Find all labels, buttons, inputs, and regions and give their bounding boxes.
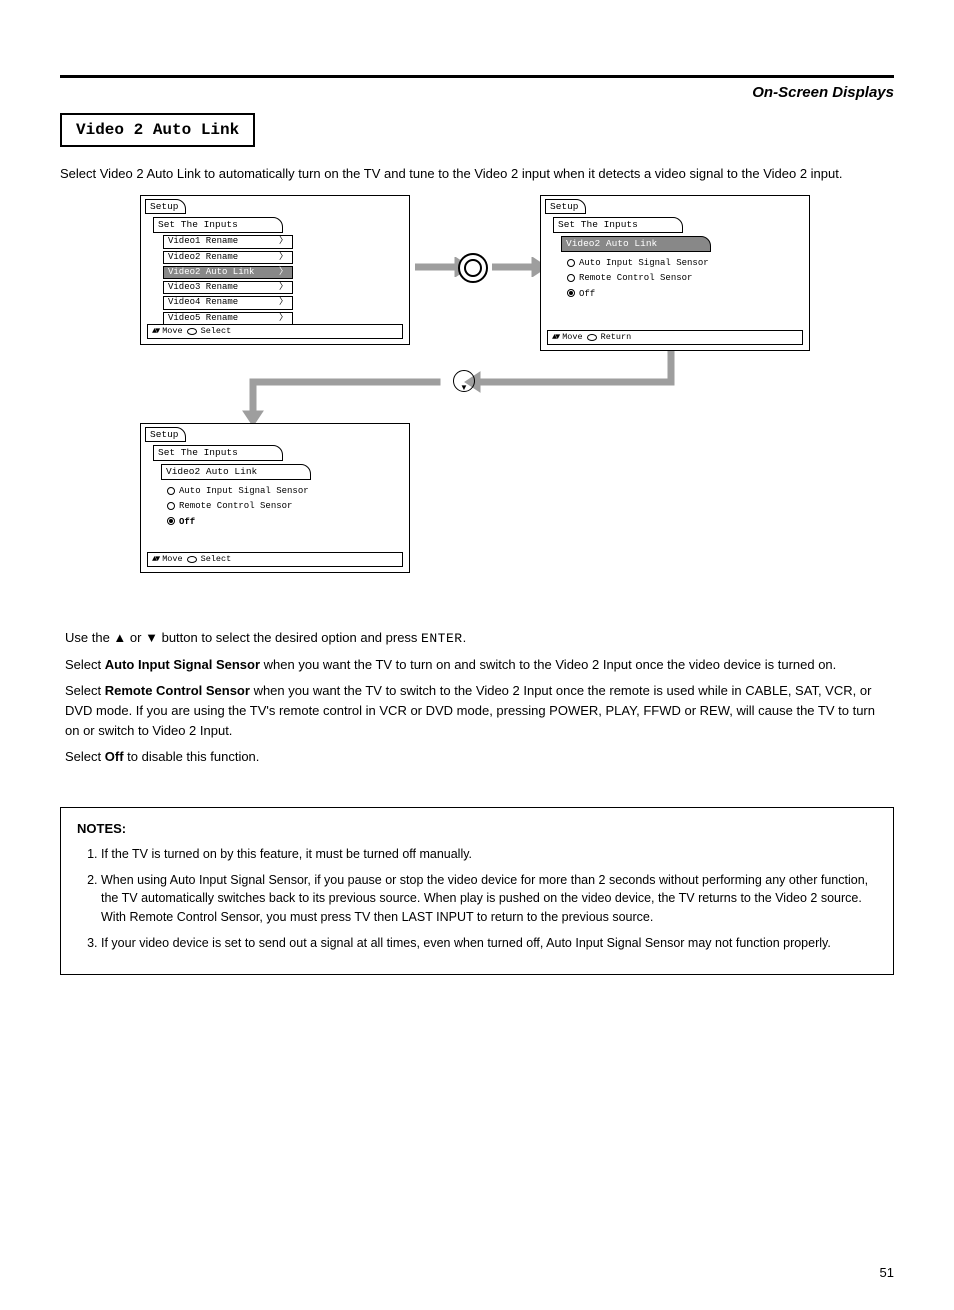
radio-icon [167, 487, 175, 495]
t: Use the [65, 630, 113, 645]
radio-option: Off [167, 517, 409, 528]
chevron-right-icon: 〉 [279, 282, 288, 293]
status-move: Move [562, 332, 582, 343]
enter-button-icon [458, 253, 488, 283]
step-line: Use the ▲ or ▼ button to select the desi… [65, 628, 889, 649]
menu-item-label: Video3 Rename [168, 282, 238, 293]
menu-item: Video3 Rename 〉 [163, 281, 293, 294]
menu-panel-c: Setup Set The Inputs Video2 Auto Link Au… [140, 423, 410, 573]
menu-item: Video5 Rename 〉 [163, 312, 293, 325]
opt1-line: Select Auto Input Signal Sensor when you… [65, 655, 889, 675]
radio-label: Auto Input Signal Sensor [579, 258, 709, 268]
t: to disable this function. [127, 749, 259, 764]
note-item: If your video device is set to send out … [101, 934, 877, 952]
intro-text: Select Video 2 Auto Link to automaticall… [60, 165, 894, 183]
tab-setup: Setup [145, 199, 186, 215]
page-rule [60, 75, 894, 78]
enter-label: ENTER [421, 631, 463, 646]
statusbar-c: ▲▼ Move Select [147, 552, 403, 567]
menu-item-label: Video2 Auto Link [168, 267, 254, 278]
status-move: Move [162, 554, 182, 565]
ring-icon [587, 334, 597, 341]
menu-item: Video1 Rename 〉 [163, 235, 293, 248]
chevron-right-icon: 〉 [279, 236, 288, 247]
radio-option: Auto Input Signal Sensor [167, 486, 409, 497]
page-heading: On-Screen Displays [0, 84, 894, 101]
menu-item: Video4 Rename 〉 [163, 296, 293, 309]
radio-icon [567, 289, 575, 297]
status-select: Select [201, 326, 232, 337]
menu-panel-b: Setup Set The Inputs Video2 Auto Link Au… [540, 195, 810, 351]
chevron-right-icon: 〉 [279, 297, 288, 308]
radio-label: Remote Control Sensor [179, 501, 292, 511]
menu-item-label: Video1 Rename [168, 236, 238, 247]
radio-option: Off [567, 289, 809, 300]
status-select: Select [201, 554, 232, 565]
arrow-enter-to-b [492, 257, 547, 277]
menu-item: Video2 Auto Link 〉 [163, 266, 293, 279]
flow-diagram: Setup Set The Inputs Video1 Rename〉Video… [60, 195, 894, 610]
radio-option: Remote Control Sensor [167, 501, 409, 512]
status-move: Move [162, 326, 182, 337]
updown-icon: ▲▼ [552, 332, 558, 343]
tab-set-the-inputs: Set The Inputs [153, 217, 283, 233]
t: or [130, 630, 145, 645]
statusbar-a: ▲▼ Move Select [147, 324, 403, 339]
t: button to select the desired option and … [162, 630, 421, 645]
menu-item-label: Video4 Rename [168, 297, 238, 308]
radio-icon [167, 517, 175, 525]
note-item: If the TV is turned on by this feature, … [101, 845, 877, 863]
chevron-right-icon: 〉 [279, 313, 288, 324]
section-title: Video 2 Auto Link [60, 113, 255, 147]
opt3-line: Select Off to disable this function. [65, 747, 889, 767]
t: when you want the TV to turn on and swit… [264, 657, 837, 672]
menu-item: Video2 Rename 〉 [163, 251, 293, 264]
t: Select [65, 749, 105, 764]
radio-icon [567, 259, 575, 267]
note-item: When using Auto Input Signal Sensor, if … [101, 871, 877, 925]
tab-setup: Setup [545, 199, 586, 215]
radio-icon [167, 502, 175, 510]
opt2-title: Remote Control Sensor [105, 683, 250, 698]
cursor-down-icon [453, 370, 475, 392]
tab-setup: Setup [145, 427, 186, 443]
status-return: Return [601, 332, 632, 343]
chevron-right-icon: 〉 [279, 252, 288, 263]
radio-label: Auto Input Signal Sensor [179, 486, 309, 496]
radio-label: Off [579, 289, 595, 299]
notes-box: NOTES: If the TV is turned on by this fe… [60, 807, 894, 974]
radio-icon [567, 274, 575, 282]
opt1-title: Auto Input Signal Sensor [105, 657, 260, 672]
t: Select [65, 683, 105, 698]
radio-option: Remote Control Sensor [567, 273, 809, 284]
tab-video2-auto-link: Video2 Auto Link [161, 464, 311, 480]
updown-icon: ▲▼ [152, 554, 158, 565]
radio-label: Off [179, 517, 195, 527]
radio-option: Auto Input Signal Sensor [567, 258, 809, 269]
page-number: 51 [880, 1265, 894, 1280]
opt2-line: Select Remote Control Sensor when you wa… [65, 681, 889, 741]
instructions: Use the ▲ or ▼ button to select the desi… [65, 628, 889, 768]
tab-set-the-inputs: Set The Inputs [553, 217, 683, 233]
tab-set-the-inputs: Set The Inputs [153, 445, 283, 461]
ring-icon [187, 328, 197, 335]
menu-item-label: Video2 Rename [168, 252, 238, 263]
tab-video2-auto-link: Video2 Auto Link [561, 236, 711, 252]
statusbar-b: ▲▼ Move Return [547, 330, 803, 345]
updown-icon: ▲▼ [152, 326, 158, 337]
menu-item-label: Video5 Rename [168, 313, 238, 324]
t: Select [65, 657, 105, 672]
notes-title: NOTES: [77, 820, 877, 839]
ring-icon [187, 556, 197, 563]
opt3-title: Off [105, 749, 124, 764]
chevron-right-icon: 〉 [279, 267, 288, 278]
up-triangle-icon: ▲ [113, 630, 126, 645]
down-triangle-icon: ▼ [145, 630, 158, 645]
menu-panel-a: Setup Set The Inputs Video1 Rename〉Video… [140, 195, 410, 345]
radio-label: Remote Control Sensor [579, 273, 692, 283]
notes-list: If the TV is turned on by this feature, … [101, 845, 877, 952]
